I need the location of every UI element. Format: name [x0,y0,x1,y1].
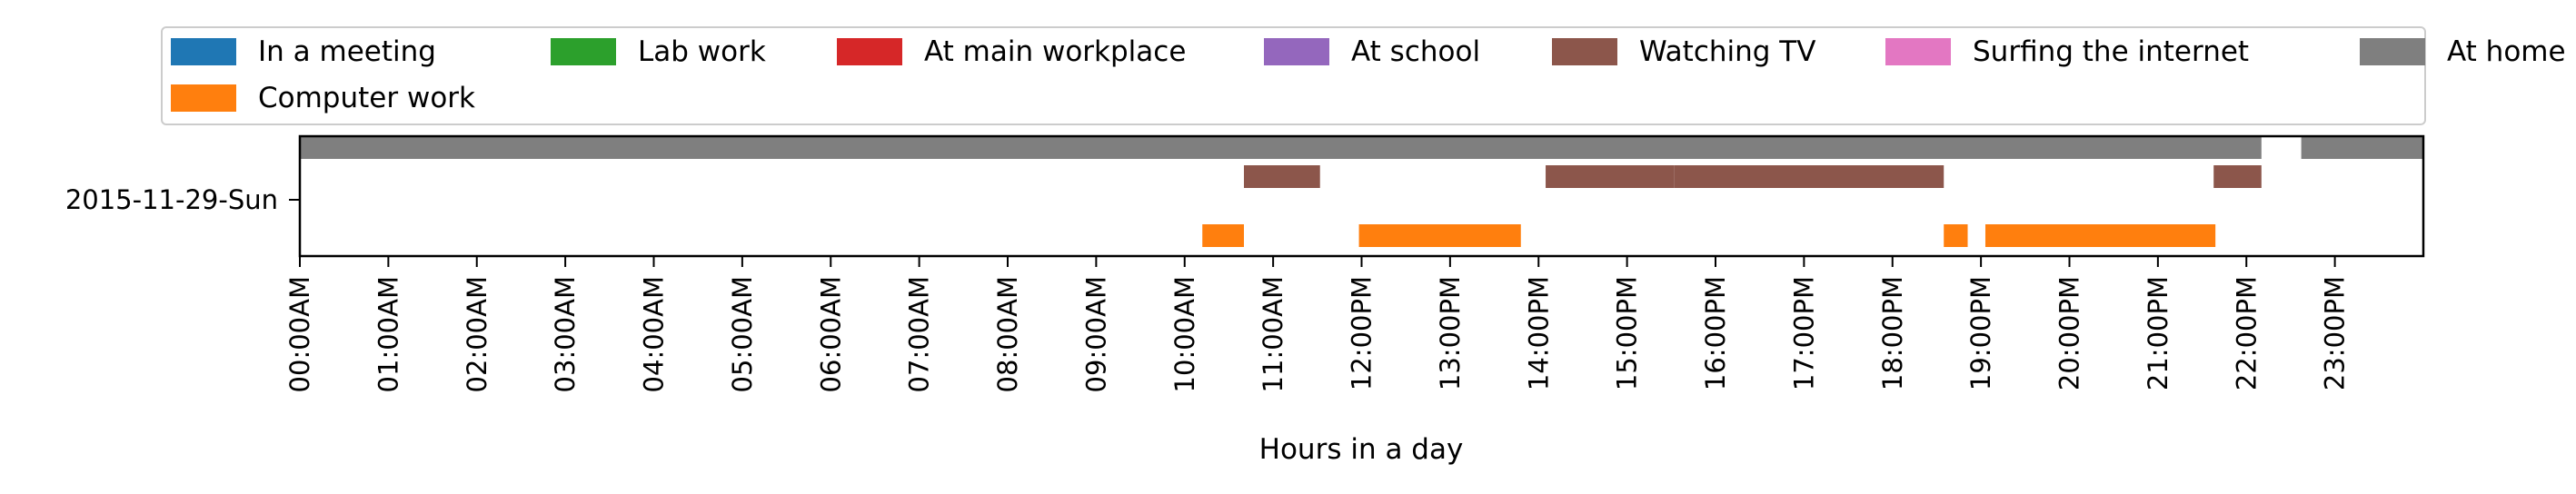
x-tick-label: 18:00PM [1877,276,1908,390]
x-tick-label: 11:00AM [1258,276,1288,392]
bar-computer-work [1944,224,1968,247]
legend-swatch-in-a-meeting [171,38,236,65]
x-tick-label: 10:00AM [1169,276,1200,392]
x-tick-label: 14:00PM [1523,276,1554,390]
legend-label-lab-work: Lab work [638,35,766,68]
x-tick-label: 21:00PM [2143,276,2173,390]
legend-label-at-school: At school [1351,35,1480,68]
legend-label-at-main-workplace: At main workplace [924,35,1186,68]
x-tick-label: 12:00PM [1347,276,1378,390]
activity-bars [300,136,2423,247]
legend-swatch-surfing-the-internet [1885,38,1951,65]
x-tick-label: 16:00PM [1700,276,1731,390]
x-tick-label: 09:00AM [1080,276,1111,392]
x-tick-label: 01:00AM [373,276,403,392]
legend-swatch-at-school [1264,38,1329,65]
x-tick-label: 20:00PM [2054,276,2085,390]
legend-swatch-watching-tv [1552,38,1617,65]
legend-swatch-at-main-workplace [837,38,902,65]
x-tick-label: 17:00PM [1788,276,1819,390]
legend-label-at-home: At home [2447,35,2566,68]
legend-swatch-at-home [2360,38,2425,65]
bar-watching-tv [1546,165,1675,188]
legend-label-watching-tv: Watching TV [1639,35,1815,68]
x-tick-label: 15:00PM [1612,276,1643,390]
legend-swatch-computer-work [171,84,236,112]
bar-watching-tv [2213,165,2262,188]
bar-watching-tv [1243,165,1320,188]
legend-label-in-a-meeting: In a meeting [258,35,436,68]
x-axis: 00:00AM 01:00AM 02:00AM 03:00AM 04:00AM 05:00… [284,256,2351,392]
x-tick-label: 06:00AM [815,276,846,392]
x-tick-label: 13:00PM [1435,276,1466,390]
x-tick-label: 07:00AM [904,276,935,392]
x-tick-label: 19:00PM [1965,276,1996,390]
bar-at-home [2301,136,2423,159]
x-tick-label: 00:00AM [284,276,315,392]
x-tick-label: 05:00AM [727,276,758,392]
x-tick-label: 23:00PM [2320,276,2351,390]
legend-label-computer-work: Computer work [258,82,475,114]
bar-at-home [300,136,2262,159]
x-tick-label: 02:00AM [462,276,492,392]
x-axis-label: Hours in a day [1259,433,1464,466]
legend-frame [161,26,2426,125]
x-tick-label: 08:00AM [992,276,1023,392]
bar-computer-work [1202,224,1244,247]
legend-label-surfing-the-internet: Surfing the internet [1973,35,2249,68]
x-tick-label: 22:00PM [2231,276,2262,390]
bar-computer-work [1984,224,2216,247]
bar-computer-work [1358,224,1521,247]
bar-watching-tv [1674,165,1944,188]
legend-swatch-lab-work [551,38,616,65]
legend: In a meeting Computer work Lab work At main… [161,26,2566,125]
x-tick-label: 03:00AM [550,276,581,392]
y-tick-label: 2015-11-29-Sun [65,184,278,215]
x-tick-label: 04:00AM [639,276,670,392]
y-axis: 2015-11-29-Sun [65,184,300,215]
